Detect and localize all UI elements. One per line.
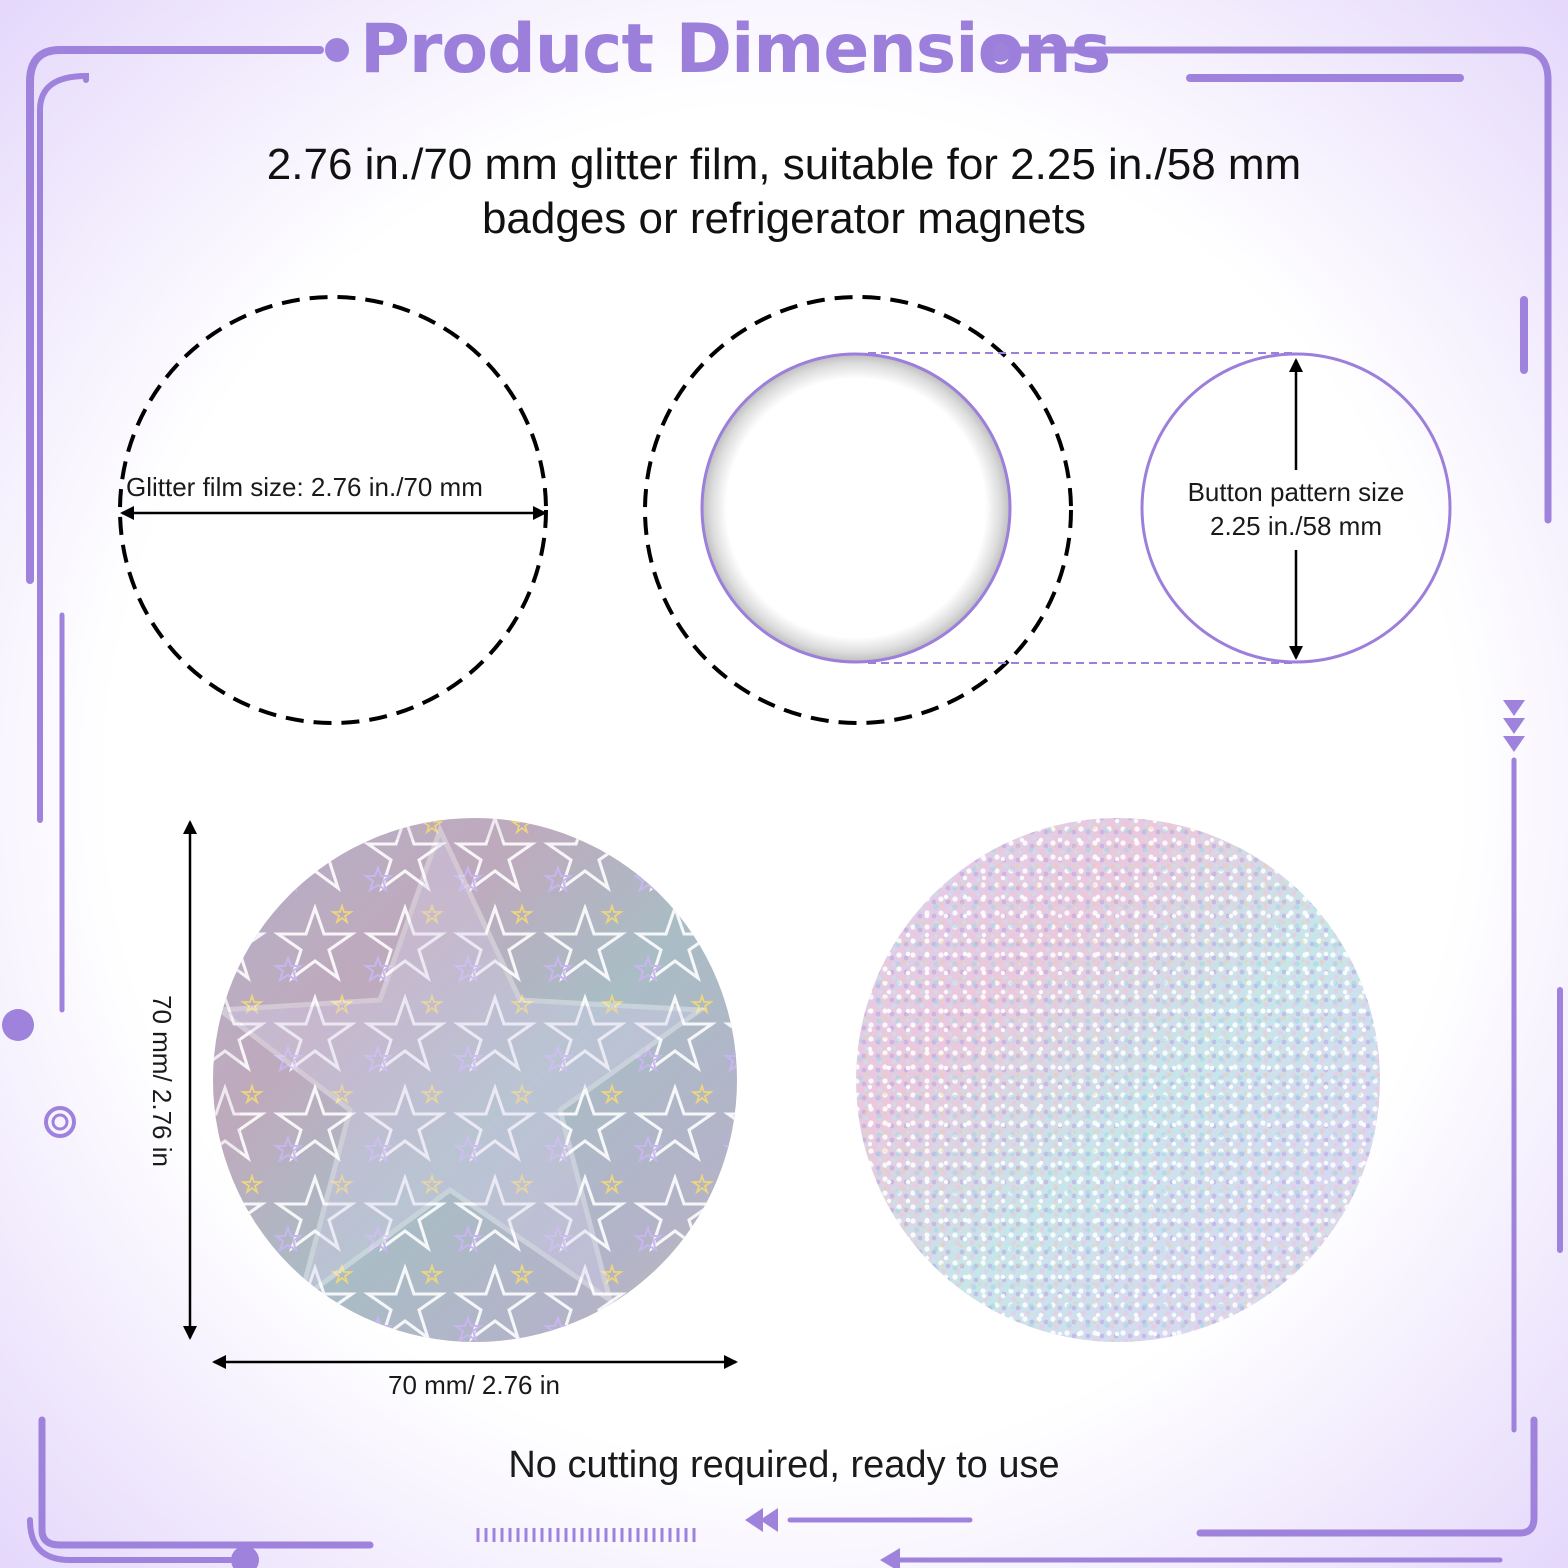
glitter-film-sample xyxy=(856,818,1380,1342)
description-line-2: badges or refrigerator magnets xyxy=(481,194,1087,243)
button-film-outline xyxy=(643,295,1073,725)
button-pattern-label-line-2: 2.25 in./58 mm xyxy=(1210,511,1382,541)
decorative-frame xyxy=(26,46,1563,1563)
button-pattern-size-circle xyxy=(1140,352,1452,664)
button-pattern-disc xyxy=(700,352,1012,664)
footer-note: No cutting required, ready to use xyxy=(508,1444,1060,1486)
page-title: Product Dimensions xyxy=(360,10,1111,89)
description-line-1: 2.76 in./70 mm glitter film, suitable fo… xyxy=(266,140,1302,189)
button-pattern-label-line-1: Button pattern size xyxy=(1187,477,1405,507)
star-sample-height-label: 70 mm/ 2.76 in xyxy=(147,995,177,1167)
star-film-sample xyxy=(213,818,737,1342)
star-sample-width-label: 70 mm/ 2.76 in xyxy=(388,1370,560,1400)
glitter-film-size-label: Glitter film size: 2.76 in./70 mm xyxy=(126,472,483,502)
frame-ornaments xyxy=(2,38,1525,1568)
tick-ornament xyxy=(476,1528,696,1542)
